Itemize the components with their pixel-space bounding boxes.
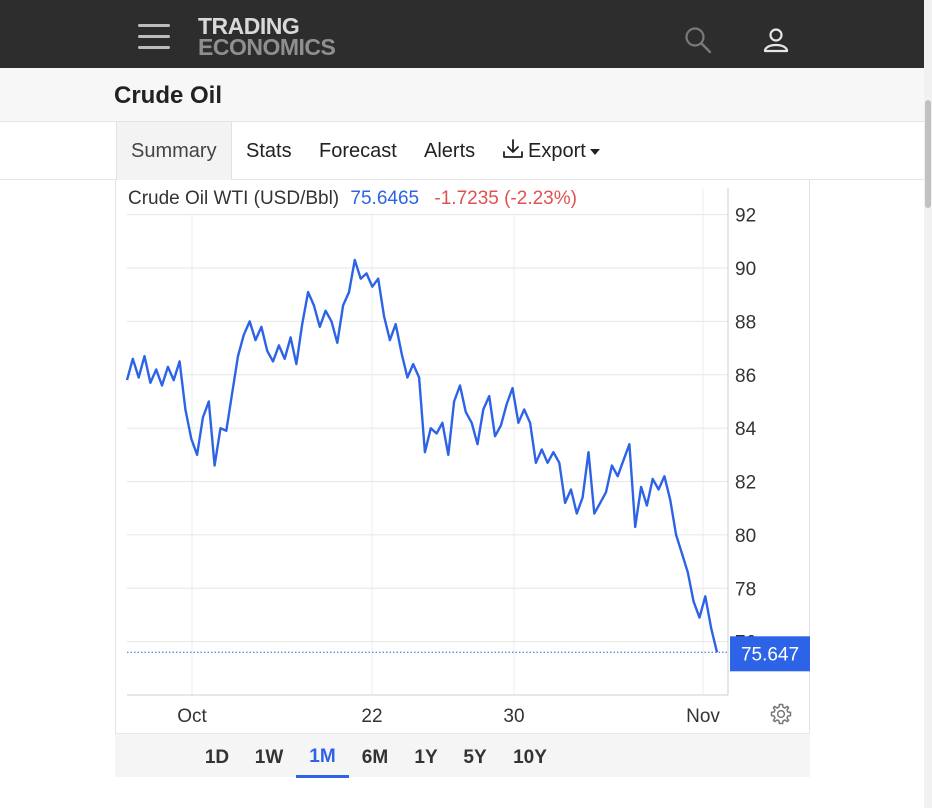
x-tick-label: Oct	[177, 706, 207, 727]
instrument-name: Crude Oil WTI (USD/Bbl)	[128, 188, 340, 209]
tab-export-label: Export	[528, 140, 586, 162]
chevron-down-icon	[589, 148, 600, 155]
y-tick-label: 80	[735, 526, 756, 547]
range-selector: 1D 1W 1M 6M 1Y 5Y 10Y	[115, 733, 810, 778]
logo[interactable]: TRADING ECONOMICS	[198, 13, 336, 60]
range-1w[interactable]: 1W	[254, 747, 284, 768]
top-navbar: TRADING ECONOMICS	[0, 0, 924, 68]
tab-alerts[interactable]: Alerts	[424, 140, 476, 162]
price-chart[interactable]: Oct2230Nov76788082848688909275.647	[116, 180, 811, 730]
user-icon[interactable]	[762, 26, 790, 54]
range-10y[interactable]: 10Y	[513, 747, 547, 768]
price-line	[125, 258, 719, 653]
download-icon	[503, 139, 523, 158]
tab-export[interactable]: Export	[502, 122, 600, 180]
y-tick-label: 92	[735, 206, 756, 227]
x-tick-label: 30	[503, 706, 524, 727]
page-title: Crude Oil	[114, 82, 223, 109]
title-bar: Crude Oil	[0, 68, 924, 122]
tab-bar: Summary Stats Forecast Alerts Export	[0, 122, 924, 180]
range-1y[interactable]: 1Y	[414, 747, 438, 768]
last-price-marker	[730, 636, 810, 672]
scrollbar-thumb[interactable]	[925, 100, 931, 208]
tab-forecast[interactable]: Forecast	[319, 140, 397, 162]
search-icon[interactable]	[684, 26, 712, 54]
quote-header: Crude Oil WTI (USD/Bbl) 75.6465 -1.7235 …	[121, 186, 585, 214]
y-tick-label: 90	[735, 259, 756, 280]
chart-container: Oct2230Nov76788082848688909275.647	[115, 180, 810, 777]
gear-icon[interactable]	[769, 702, 793, 726]
menu-icon[interactable]	[138, 24, 170, 50]
last-price: 75.6465	[350, 188, 420, 209]
x-tick-label: Nov	[686, 706, 720, 727]
y-tick-label: 78	[735, 579, 756, 600]
y-tick-label: 86	[735, 366, 756, 387]
tab-summary[interactable]: Summary	[116, 122, 232, 180]
logo-line-2: ECONOMICS	[198, 34, 336, 60]
range-6m[interactable]: 6M	[361, 747, 389, 768]
range-1d[interactable]: 1D	[204, 747, 230, 768]
y-tick-label: 82	[735, 473, 756, 494]
page-scrollbar[interactable]	[924, 0, 932, 808]
range-5y[interactable]: 5Y	[463, 747, 487, 768]
y-tick-label: 84	[735, 419, 757, 440]
y-tick-label: 88	[735, 312, 756, 333]
range-1m[interactable]: 1M	[296, 734, 349, 778]
x-tick-label: 22	[361, 706, 382, 727]
tab-stats[interactable]: Stats	[246, 140, 292, 162]
last-price-label: 75.647	[741, 644, 799, 665]
logo-line-1: TRADING	[198, 13, 300, 39]
price-change: -1.7235 (-2.23%)	[434, 188, 577, 209]
